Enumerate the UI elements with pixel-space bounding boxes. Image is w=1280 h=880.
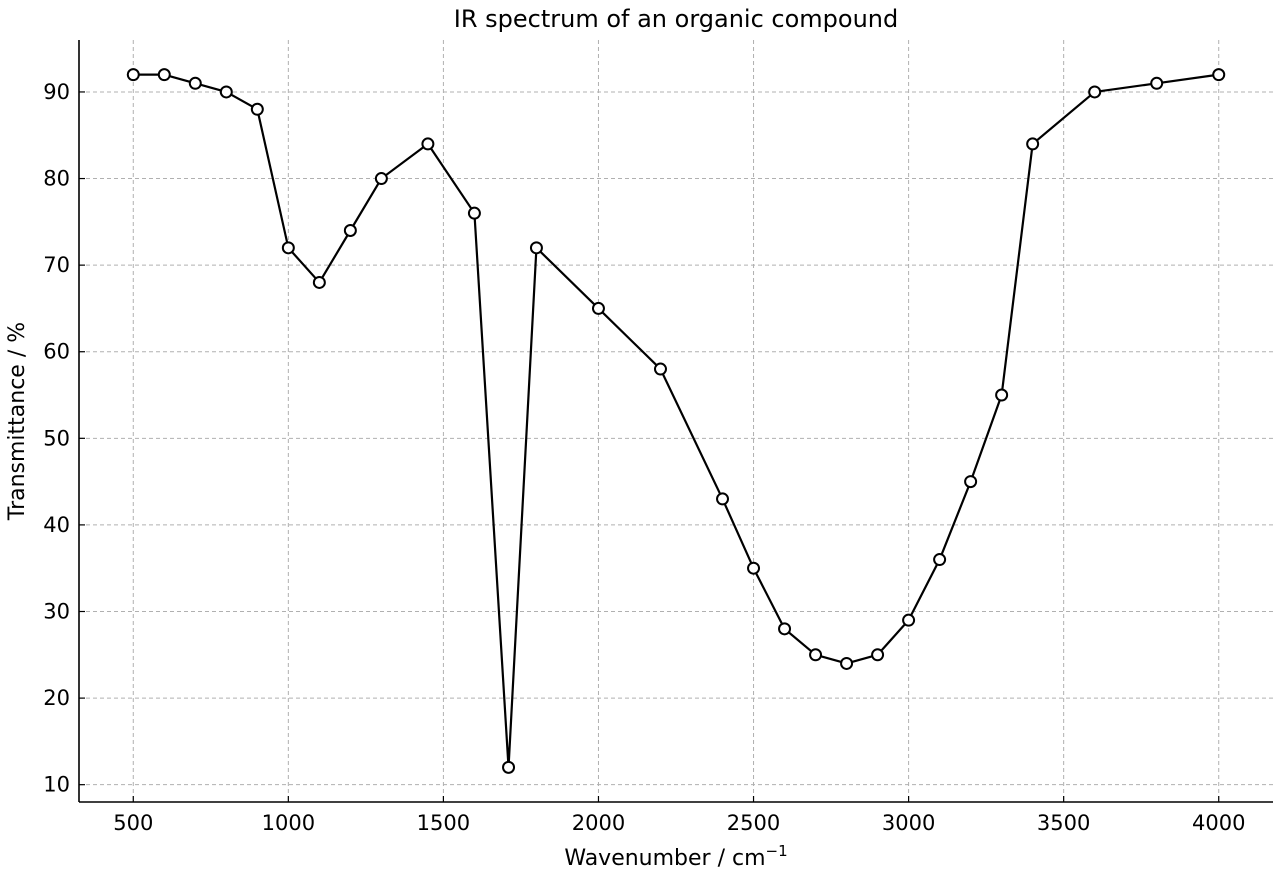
grid <box>79 40 1273 802</box>
x-tick-label: 3000 <box>882 811 935 835</box>
data-point <box>529 241 543 255</box>
data-point <box>219 85 233 99</box>
ticks: 500 1000 1500 2000 2500 3000 3500 4000 10 20 30 40 5… <box>43 80 1245 835</box>
x-axis-label-superscript: −1 <box>766 842 788 860</box>
y-tick-label: 60 <box>43 340 70 364</box>
y-tick-label: 30 <box>43 600 70 624</box>
x-tick-label: 1500 <box>417 811 470 835</box>
data-point <box>343 224 357 237</box>
data-point <box>871 648 885 662</box>
data-point <box>374 172 388 186</box>
data-point <box>809 648 823 662</box>
data-point <box>467 206 481 220</box>
data-point <box>840 656 854 670</box>
data-point <box>653 362 667 376</box>
x-tick-label: 500 <box>113 811 153 835</box>
data-point <box>1088 85 1102 99</box>
data-point <box>778 622 792 636</box>
y-tick-label: 70 <box>43 253 70 277</box>
data-point <box>281 241 295 255</box>
data-point <box>250 102 264 116</box>
data-point <box>591 301 605 315</box>
x-axis-label-text: Wavenumber / cm <box>564 846 765 871</box>
x-tick-label: 2500 <box>727 811 780 835</box>
data-point <box>933 553 947 567</box>
x-axis-label: Wavenumber / cm−1 <box>564 842 787 871</box>
data-point <box>126 68 140 82</box>
data-point <box>312 275 326 289</box>
data-point <box>502 760 516 774</box>
data-point <box>716 492 730 506</box>
axes <box>78 40 1273 803</box>
y-tick-label: 80 <box>43 167 70 191</box>
data-point <box>964 475 978 489</box>
y-tick-label: 50 <box>43 426 70 450</box>
data-point <box>1212 68 1226 82</box>
y-tick-label: 10 <box>43 773 70 797</box>
y-tick-label: 20 <box>43 686 70 710</box>
data-point <box>1026 137 1040 151</box>
data-point <box>902 613 916 627</box>
series <box>126 68 1226 774</box>
data-point <box>157 68 171 82</box>
x-tick-label: 4000 <box>1192 811 1245 835</box>
data-point <box>188 76 202 90</box>
chart-title: IR spectrum of an organic compound <box>454 5 899 33</box>
data-point <box>747 561 761 575</box>
y-tick-label: 90 <box>43 80 70 104</box>
x-tick-label: 3500 <box>1037 811 1090 835</box>
x-tick-label: 1000 <box>262 811 315 835</box>
data-point <box>421 137 435 151</box>
data-point <box>1150 76 1164 90</box>
data-point <box>995 388 1009 402</box>
x-tick-label: 2000 <box>572 811 625 835</box>
y-axis-label: Transmittance / % <box>5 322 30 521</box>
y-tick-label: 40 <box>43 513 70 537</box>
